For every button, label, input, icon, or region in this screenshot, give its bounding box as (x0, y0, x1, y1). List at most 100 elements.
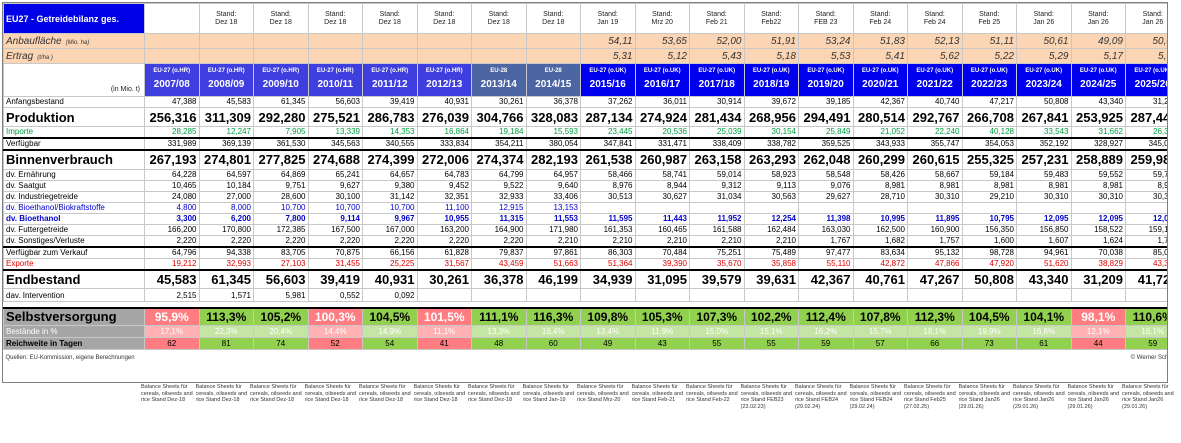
selbstversorgung-value: 104,1% (1016, 306, 1072, 326)
bioethanol-biokraftstoffe-value: 10,700 (362, 201, 418, 214)
intervention-row: dav. Intervention 2,515 1,571 5,981 0,552 0,0… (3, 288, 1167, 302)
ertrag-value: 5,29 (1016, 48, 1072, 64)
sonstiges-value: 1,624 (1070, 234, 1126, 247)
saatgut-value: 8,976 (580, 179, 636, 192)
exporte-value: 32,993 (198, 257, 254, 270)
bioethanol-value: 12,095 (1125, 212, 1167, 225)
year-header: EU-27 (o.UK) 2017/18 (689, 63, 745, 97)
endbestand-value: 36,378 (471, 268, 527, 289)
bioethanol-value: 11,595 (580, 212, 636, 225)
year-header: EU-27 (o.HR) 2011/12 (362, 63, 418, 97)
exporte-value: 51,663 (525, 257, 581, 270)
importe-value: 21,052 (852, 126, 908, 139)
ernaehrung-value: 59,786 (1125, 168, 1167, 181)
intervention-value (743, 288, 799, 302)
year-source: EU-27 (o.UK) (807, 68, 845, 74)
stand-label: Stand: Feb22 (743, 3, 799, 34)
bioethanol-biokraftstoffe-value: 10,700 (253, 201, 309, 214)
futtergetreide-value: 158,522 (1070, 223, 1126, 236)
bestaende-value: 12,1% (1070, 325, 1126, 338)
bestaende-value: 15,0% (689, 325, 745, 338)
anbau-label: Anbaufläche (Mio. ha) (3, 33, 145, 49)
ernaehrung-value: 64,957 (525, 168, 581, 181)
bioethanol-biokraftstoffe-value (743, 201, 799, 214)
verfuegbar-value: 354,211 (471, 137, 527, 151)
saatgut-value: 8,981 (1070, 179, 1126, 192)
selbstversorgung-value: 110,6% (1125, 306, 1167, 326)
intervention-value (689, 288, 745, 302)
year-header: EU-27 (o.UK) 2016/17 (634, 63, 690, 97)
ernaehrung-value: 65,241 (307, 168, 363, 181)
selbstversorgung-value: 105,3% (634, 306, 690, 326)
bioethanol-biokraftstoffe-value (634, 201, 690, 214)
bioethanol-value: 10,995 (852, 212, 908, 225)
anfangsbestand-value: 47,388 (144, 96, 200, 108)
bioethanol-value: 11,895 (907, 212, 963, 225)
year-header: EU-28 2013/14 (471, 63, 527, 97)
source-notes: Balance Sheets für cereals, oilseeds and… (140, 384, 1174, 441)
saatgut-value: 9,627 (307, 179, 363, 192)
binnenverbrauch-value: 277,825 (253, 149, 309, 170)
bioethanol-biokraftstoffe-value (1016, 201, 1072, 214)
anbau-value (253, 33, 309, 49)
reichweite-value: 57 (852, 337, 908, 350)
year-label: 2012/13 (426, 79, 463, 90)
verfuegbar-verkauf-value: 86,303 (580, 245, 636, 259)
year-header: EU-27 (o.HR) 2007/08 (144, 63, 200, 97)
bestaende-value: 20,4% (253, 325, 309, 338)
saatgut-value: 8,944 (634, 179, 690, 192)
bioethanol-biokraftstoffe-value (689, 201, 745, 214)
selbstversorgung-value: 95,9% (144, 306, 200, 326)
year-header: EU-27 (o.UK) 2019/20 (798, 63, 854, 97)
endbestand-value: 34,939 (580, 268, 636, 289)
bioethanol-value: 12,254 (743, 212, 799, 225)
verfuegbar-value: 343,933 (852, 137, 908, 151)
verfuegbar-verkauf-value: 85,053 (1125, 245, 1167, 259)
ertrag-value (471, 48, 527, 64)
anbau-value (362, 33, 418, 49)
endbestand-value: 39,419 (307, 268, 363, 289)
binnenverbrauch-value: 255,325 (961, 149, 1017, 170)
anbau-value (471, 33, 527, 49)
year-label: 2017/18 (698, 79, 735, 90)
anbau-value (144, 33, 200, 49)
anbau-value: 54,11 (580, 33, 636, 49)
intervention-label: dav. Intervention (3, 288, 145, 302)
anbau-value: 50,09 (1125, 33, 1167, 49)
bestaende-label: Bestände in % (3, 325, 145, 338)
bioethanol-biokraftstoffe-value: 10,700 (307, 201, 363, 214)
intervention-value: 0,092 (362, 288, 418, 302)
ertrag-value (253, 48, 309, 64)
year-label: 2015/16 (589, 79, 626, 90)
binnenverbrauch-value: 282,193 (525, 149, 581, 170)
ernaehrung-value: 59,552 (1070, 168, 1126, 181)
bioethanol-biokraftstoffe-label: dv. Bioethanol/Biokraftstoffe (3, 201, 145, 214)
ernaehrung-label: dv. Ernährung (3, 168, 145, 181)
bioethanol-biokraftstoffe-value (798, 201, 854, 214)
anfangsbestand-value: 45,583 (198, 96, 254, 108)
industriegetreide-value: 31,142 (362, 190, 418, 203)
binnenverbrauch-value: 262,048 (798, 149, 854, 170)
binnenverbrauch-value: 257,231 (1016, 149, 1072, 170)
binnenverbrauch-value: 263,158 (689, 149, 745, 170)
bioethanol-value: 12,095 (1070, 212, 1126, 225)
anbau-value: 53,65 (634, 33, 690, 49)
footer-row: Quellen: EU-Kommission, eigene Berechnun… (4, 350, 1168, 366)
stand-label: Stand: Feb 25 (961, 3, 1017, 34)
selbstversorgung-value: 98,1% (1070, 306, 1126, 326)
binnenverbrauch-value: 260,299 (852, 149, 908, 170)
exporte-value: 31,567 (416, 257, 472, 270)
source-note: Balance Sheets für cereals, oilseeds and… (359, 384, 411, 403)
endbestand-value: 47,267 (907, 268, 963, 289)
reichweite-row: Reichweite in Tagen 62 81 74 52 54 41 48 60 49 43 5… (3, 337, 1167, 350)
year-header: EU-27 (o.UK) 2025/26 (1125, 63, 1167, 97)
saatgut-value: 10,184 (198, 179, 254, 192)
bioethanol-value: 10,795 (961, 212, 1017, 225)
intervention-value: 2,515 (144, 288, 200, 302)
year-header: EU-27 (o.HR) 2012/13 (416, 63, 472, 97)
binnenverbrauch-value: 274,688 (307, 149, 363, 170)
bestaende-value: 17,1% (144, 325, 200, 338)
intervention-value (1125, 288, 1167, 302)
saatgut-value: 9,380 (362, 179, 418, 192)
importe-value: 19,184 (471, 126, 527, 139)
